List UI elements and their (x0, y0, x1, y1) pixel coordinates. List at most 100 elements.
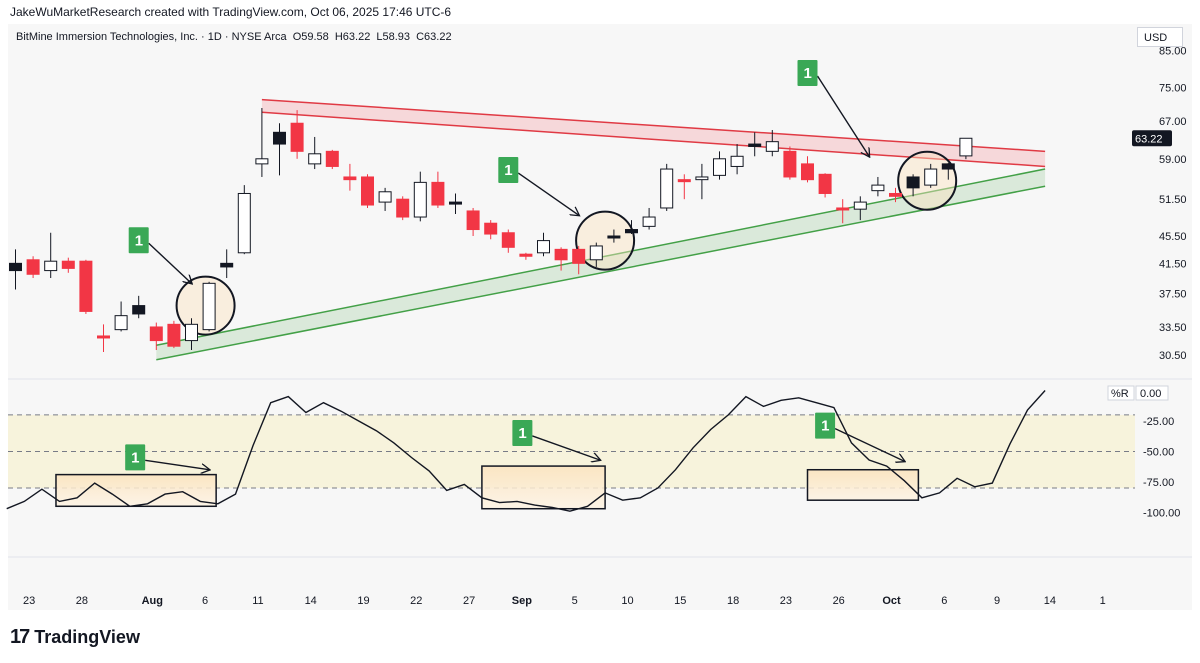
tradingview-logo[interactable]: 17 TradingView (10, 626, 140, 649)
candle-body (237, 192, 251, 254)
tradingview-mark-icon: 17 (10, 626, 30, 648)
price-signal-badge-label: 1 (504, 162, 512, 179)
time-axis-tick: 18 (727, 595, 739, 607)
time-axis-tick: 5 (572, 595, 578, 607)
candle-body (9, 262, 22, 272)
candle-body (537, 240, 550, 254)
time-axis-tick: 6 (202, 595, 208, 607)
time-axis-tick: 26 (833, 595, 845, 607)
wr-signal-badge (125, 444, 146, 471)
candle-body (167, 323, 181, 347)
time-axis-tick: 6 (941, 595, 947, 607)
candle-body (695, 176, 709, 181)
candle-body (61, 260, 75, 269)
candle-body (836, 207, 850, 211)
price-axis-tick: 45.50 (1159, 231, 1187, 243)
candle-body (290, 122, 304, 152)
resistance-channel-fill (261, 99, 1046, 167)
candle-body (554, 248, 568, 261)
price-axis-tick: 33.50 (1159, 322, 1187, 334)
candle-body (959, 137, 973, 157)
candle-body (589, 245, 603, 261)
last-price-tag (1132, 130, 1172, 147)
candle-body (79, 260, 93, 312)
price-axis-tick: 59.00 (1159, 154, 1187, 166)
time-axis-tick: Oct (882, 595, 901, 607)
candle-body (818, 173, 832, 194)
candle-body (924, 168, 938, 186)
wr-axis-tick: -50.00 (1143, 446, 1174, 458)
support-channel-fill (156, 169, 1046, 360)
wr-signal-badge-label: 1 (131, 449, 139, 466)
time-axis-tick: 1 (1100, 595, 1106, 607)
candle-body (202, 282, 216, 331)
candle-body (413, 181, 427, 218)
candle-body (941, 163, 955, 170)
price-signal-badge (797, 60, 818, 87)
wr-signal-arrow (145, 459, 209, 469)
candle-body (431, 181, 445, 206)
time-axis-tick: 23 (23, 595, 35, 607)
price-signal-arrow (517, 172, 578, 215)
wr-highlight-box (806, 468, 920, 501)
price-axis-tick: 75.00 (1159, 82, 1187, 94)
candle-body (97, 335, 110, 339)
time-axis-tick: Sep (512, 595, 532, 607)
candle-body (44, 260, 58, 272)
candle-body (396, 198, 410, 218)
candle-body (625, 229, 638, 234)
time-axis-tick: 14 (1044, 595, 1056, 607)
time-axis-tick: 11 (252, 595, 263, 607)
candle-body (378, 191, 392, 203)
price-axis-tick: 30.50 (1159, 350, 1187, 362)
symbol-name: BitMine Immersion Technologies, Inc. · 1… (16, 31, 287, 43)
wr-name-label: %R (1111, 388, 1129, 400)
candle-body (783, 150, 797, 178)
resistance-lower-trendline (261, 111, 1046, 168)
candle-body (730, 155, 744, 167)
wr-value-label: 0.00 (1140, 388, 1161, 400)
high-value: H63.22 (334, 31, 371, 43)
close-value: C63.22 (416, 31, 452, 43)
candle-body (273, 131, 286, 145)
wr-axis-tick: -25.00 (1143, 416, 1174, 428)
price-axis-tick: 85.00 (1159, 45, 1187, 57)
wr-signal-arrow (532, 435, 599, 460)
wr-axis-tick: -100.00 (1143, 507, 1180, 519)
tradingview-brand: TradingView (34, 627, 140, 647)
price-axis-tick: 37.50 (1159, 288, 1187, 300)
wr-signal-arrow (834, 428, 904, 462)
candle-body (519, 253, 533, 257)
candle-body (255, 158, 269, 165)
currency-selector[interactable]: USD (1137, 27, 1183, 47)
time-axis-tick: 14 (305, 595, 317, 607)
price-axis-tick: 51.50 (1159, 194, 1187, 206)
time-axis-tick: 28 (76, 595, 88, 607)
candle-body (572, 248, 586, 264)
candle-body (765, 141, 779, 152)
wr-highlight-box (55, 473, 217, 508)
time-axis-tick: 10 (621, 595, 633, 607)
candle-body (308, 153, 322, 165)
wr-axis-tick: -75.00 (1143, 477, 1174, 489)
price-signal-arrow (816, 75, 870, 156)
time-axis-tick: 15 (674, 595, 686, 607)
symbol-legend: BitMine Immersion Technologies, Inc. · 1… (16, 31, 455, 43)
candle-body (484, 222, 498, 235)
time-axis-tick: 22 (410, 595, 422, 607)
low-value: L58.93 (376, 31, 411, 43)
candle-body (889, 192, 902, 197)
candle-body (677, 179, 691, 183)
candle-body (501, 232, 515, 248)
candle-body (449, 201, 462, 205)
candle-body (906, 176, 920, 189)
time-axis-tick: 27 (463, 595, 475, 607)
price-signal-badge (128, 227, 149, 254)
resistance-upper-trendline (261, 98, 1046, 153)
candle-body (220, 262, 234, 268)
wr-signal-badge-label: 1 (518, 425, 526, 442)
candle-body (361, 176, 374, 206)
wr-highlight-box (481, 465, 606, 510)
wr-signal-badge (512, 419, 533, 446)
